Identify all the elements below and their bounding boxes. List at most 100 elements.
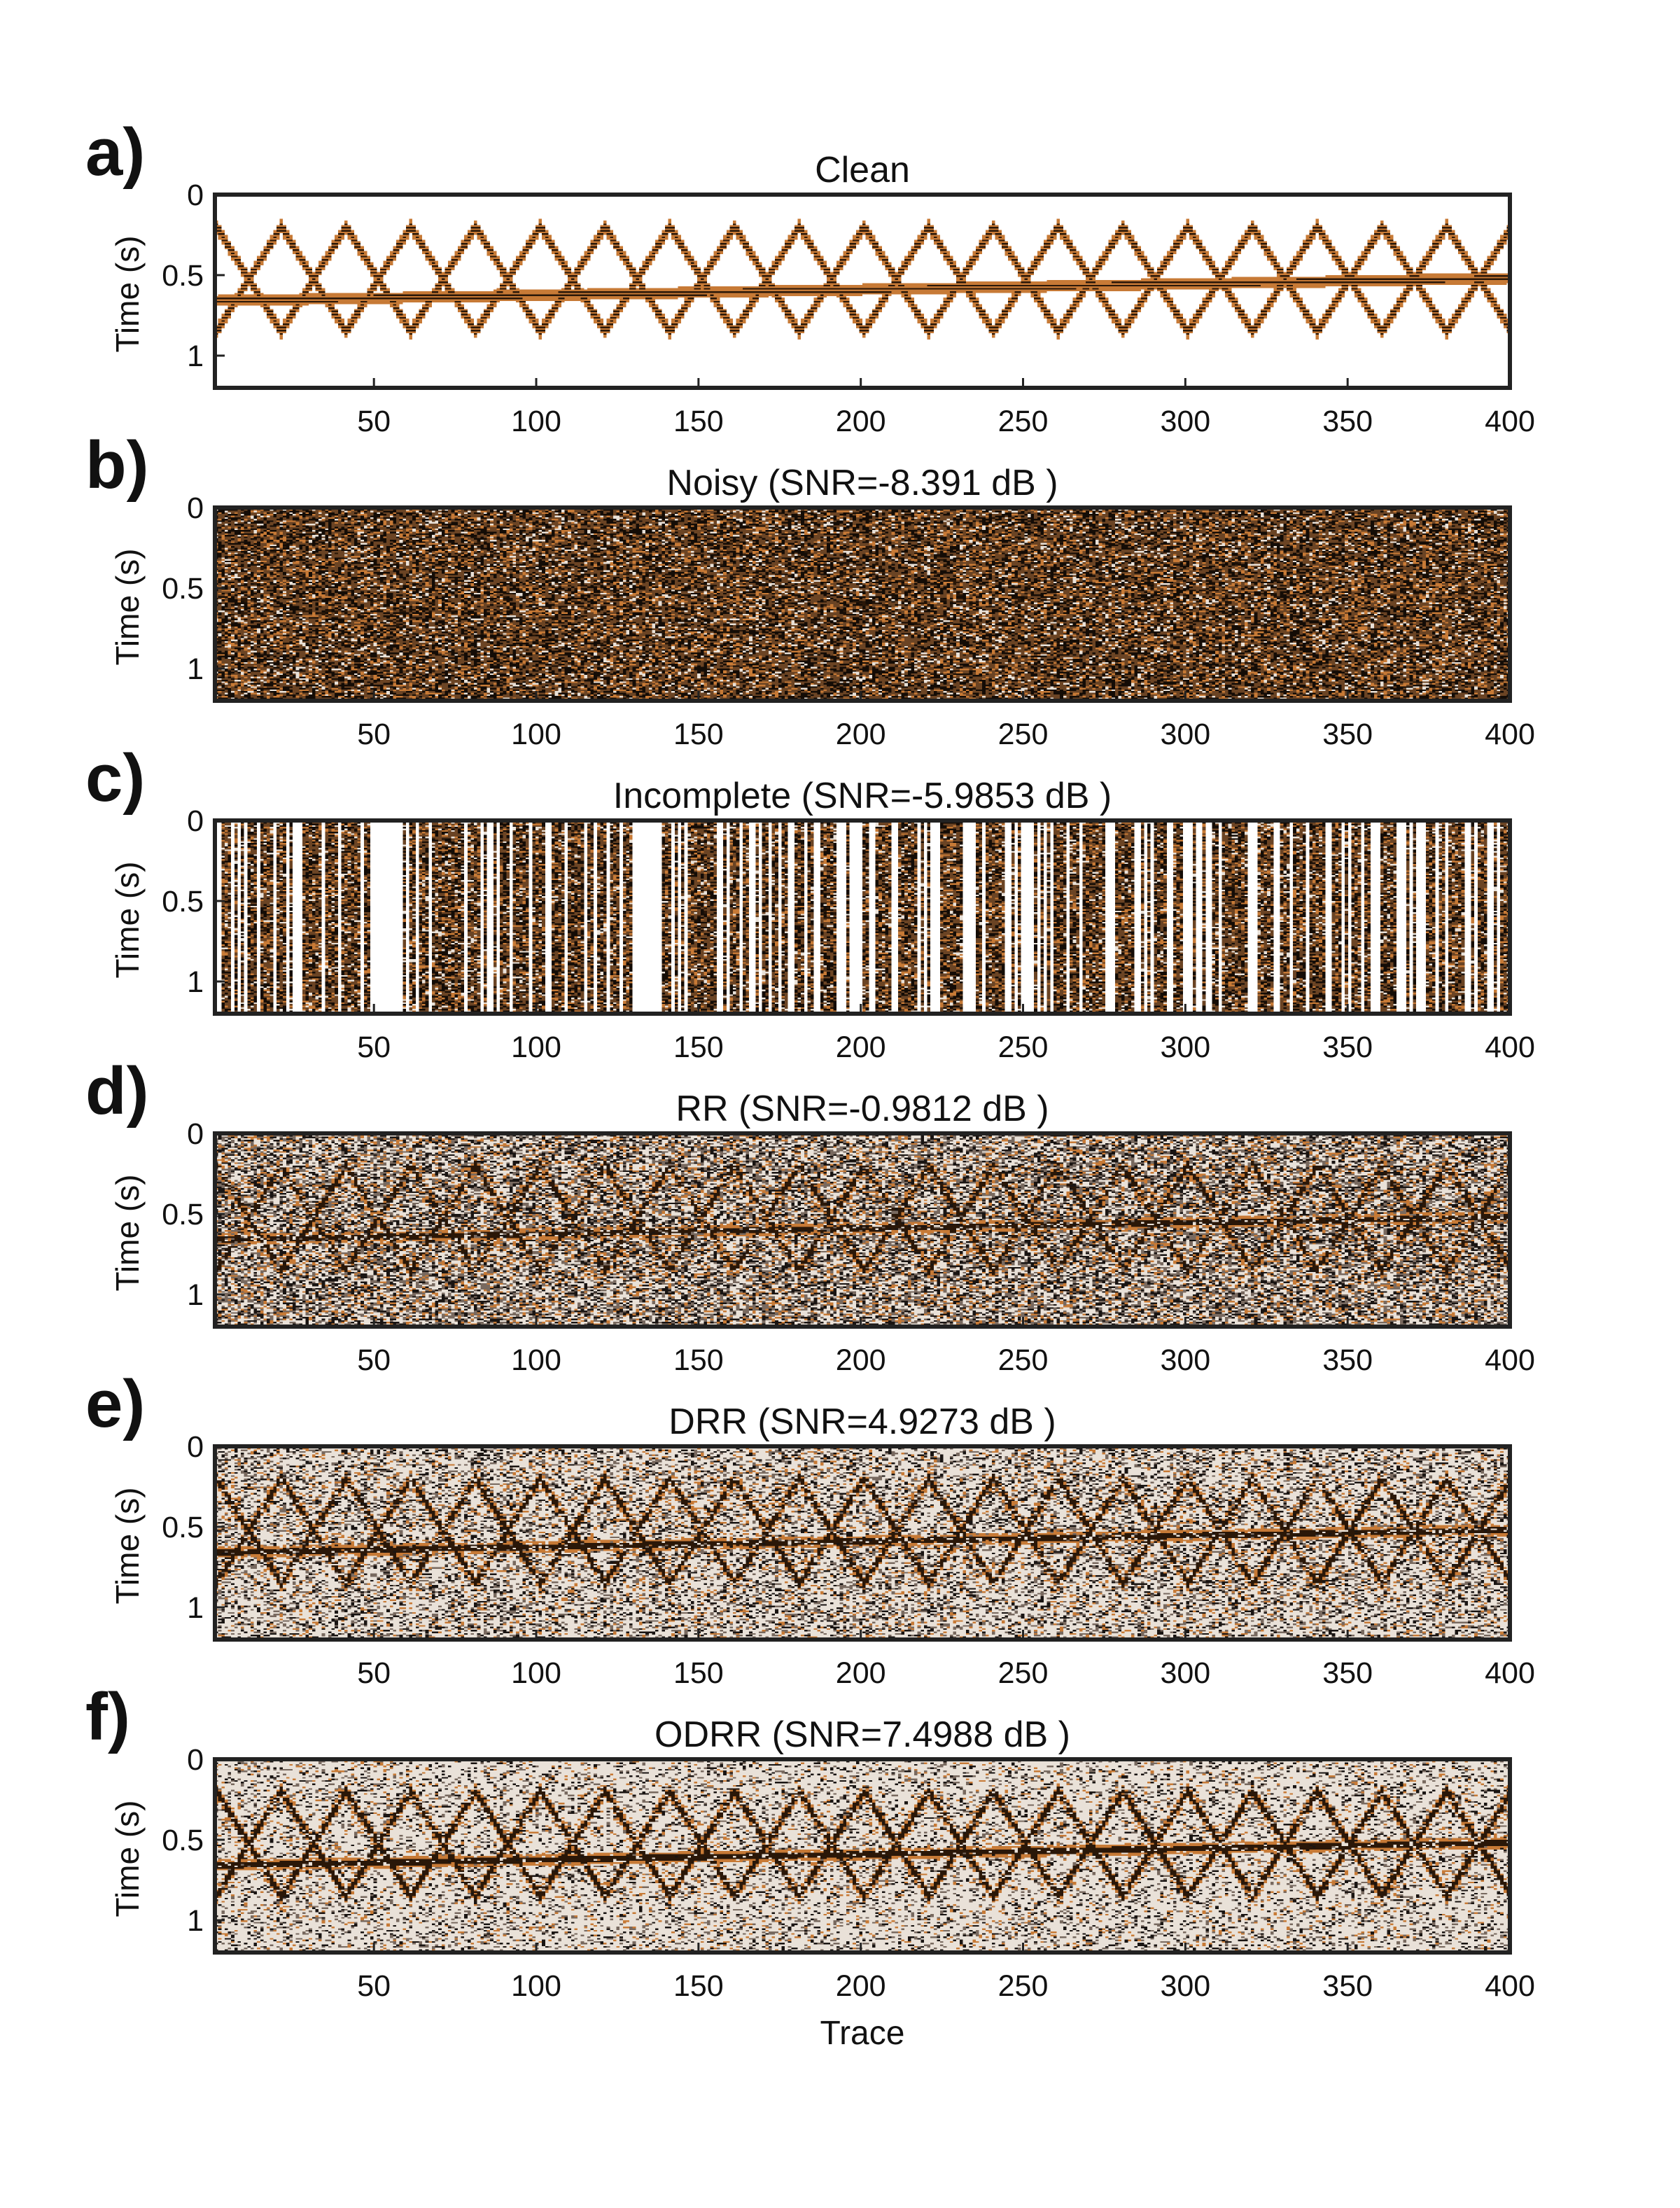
panel-title-c: Incomplete (SNR=-5.9853 dB )	[613, 776, 1112, 816]
x-tick-label: 400	[1485, 1030, 1535, 1064]
x-tick-label: 150	[673, 1030, 724, 1064]
x-tick-label: 200	[836, 1343, 886, 1377]
x-tick-label: 100	[511, 718, 561, 751]
y-axis-label-d: Time (s)	[109, 1175, 146, 1292]
seismic-section-image	[215, 820, 1510, 1014]
y-tick-label: 0	[187, 1430, 204, 1464]
plot-area-f: 50 100 150 200 250 300 350 400 0 0.5 1	[162, 1743, 1535, 2003]
panel-f: f) ODRR (SNR=7.4988 dB ) Time (s) 50 100 1…	[85, 1679, 1535, 2052]
plot-area-e: 50 100 150 200 250 300 350 400 0 0.5 1	[162, 1430, 1535, 1690]
panel-label-f: f)	[85, 1679, 130, 1754]
x-tick-label: 300	[1160, 718, 1210, 751]
x-tick-label: 50	[357, 1030, 391, 1064]
x-tick-label: 100	[511, 1343, 561, 1377]
y-tick-label: 0.5	[162, 1824, 204, 1857]
seismic-section-image	[215, 1759, 1510, 1952]
x-tick-label: 200	[836, 1656, 886, 1690]
seismic-section-image	[215, 1446, 1510, 1640]
x-tick-label: 350	[1322, 1656, 1373, 1690]
y-tick-label: 0	[187, 179, 204, 212]
y-tick-label: 1	[187, 340, 204, 373]
x-tick-label: 150	[673, 405, 724, 438]
x-axis-label: Trace	[820, 2015, 905, 2052]
axes-frame	[213, 505, 1512, 703]
x-tick-label: 350	[1322, 1343, 1373, 1377]
panel-a: a) Clean Time (s) 50 100 150 200 250 300 350 40…	[85, 115, 1535, 438]
x-tick-label: 250	[998, 1656, 1049, 1690]
panel-label-b: b)	[85, 428, 149, 503]
x-tick-label: 400	[1485, 1656, 1535, 1690]
panel-label-e: e)	[85, 1367, 145, 1441]
y-tick-label: 0	[187, 1117, 204, 1151]
x-tick-label: 250	[998, 1343, 1049, 1377]
panel-label-c: c)	[85, 741, 145, 816]
y-tick-label: 1	[187, 965, 204, 999]
x-tick-label: 400	[1485, 1343, 1535, 1377]
x-tick-label: 350	[1322, 1969, 1373, 2003]
panel-e: e) DRR (SNR=4.9273 dB ) Time (s) 50 100 15…	[85, 1367, 1535, 1690]
panel-label-d: d)	[85, 1054, 149, 1129]
x-tick-label: 50	[357, 1656, 391, 1690]
x-tick-label: 150	[673, 1656, 724, 1690]
x-tick-label: 150	[673, 1343, 724, 1377]
x-tick-label: 250	[998, 1030, 1049, 1064]
panel-b: b) Noisy (SNR=-8.391 dB ) Time (s) 50 100…	[85, 428, 1535, 751]
y-tick-label: 0	[187, 491, 204, 525]
x-tick-label: 100	[511, 405, 561, 438]
panel-title-d: RR (SNR=-0.9812 dB )	[676, 1089, 1049, 1129]
x-tick-label: 100	[511, 1656, 561, 1690]
x-tick-label: 150	[673, 1969, 724, 2003]
x-tick-label: 50	[357, 1969, 391, 2003]
x-tick-label: 400	[1485, 405, 1535, 438]
x-tick-label: 200	[836, 1969, 886, 2003]
panel-d: d) RR (SNR=-0.9812 dB ) Time (s) 50 100 15…	[85, 1054, 1535, 1377]
axes-frame	[213, 193, 1512, 390]
x-tick-label: 50	[357, 405, 391, 438]
y-tick-label: 0	[187, 804, 204, 838]
panel-label-a: a)	[85, 115, 145, 190]
y-axis-label-e: Time (s)	[109, 1488, 146, 1605]
x-tick-label: 200	[836, 1030, 886, 1064]
x-tick-label: 50	[357, 1343, 391, 1377]
x-tick-label: 100	[511, 1030, 561, 1064]
x-tick-label: 350	[1322, 718, 1373, 751]
y-axis-label-f: Time (s)	[109, 1801, 146, 1917]
y-tick-label: 1	[187, 1278, 204, 1312]
plot-area-a: 50 100 150 200 250 300 350 400 0 0.5 1	[162, 179, 1535, 438]
x-tick-label: 150	[673, 718, 724, 751]
seismic-section-image	[215, 195, 1510, 388]
plot-area-b: 50 100 150 200 250 300 350 400 0 0.5 1	[162, 491, 1535, 751]
x-tick-label: 200	[836, 718, 886, 751]
x-tick-label: 250	[998, 405, 1049, 438]
panel-title-f: ODRR (SNR=7.4988 dB )	[654, 1714, 1070, 1755]
panel-title-b: Noisy (SNR=-8.391 dB )	[666, 463, 1058, 503]
axes-frame	[213, 1757, 1512, 1955]
x-tick-label: 300	[1160, 405, 1210, 438]
x-tick-label: 200	[836, 405, 886, 438]
x-tick-label: 300	[1160, 1030, 1210, 1064]
y-tick-label: 0.5	[162, 885, 204, 918]
x-tick-label: 400	[1485, 718, 1535, 751]
y-axis-label-c: Time (s)	[109, 862, 146, 979]
plot-area-d: 50 100 150 200 250 300 350 400 0 0.5 1	[162, 1117, 1535, 1377]
y-axis-label-a: Time (s)	[109, 236, 146, 353]
x-tick-label: 400	[1485, 1969, 1535, 2003]
plot-area-c: 50 100 150 200 250 300 350 400 0 0.5 1	[162, 804, 1535, 1064]
panel-title-e: DRR (SNR=4.9273 dB )	[668, 1402, 1056, 1442]
y-axis-label-b: Time (s)	[109, 549, 146, 666]
y-tick-label: 0.5	[162, 259, 204, 293]
axes-frame	[213, 1131, 1512, 1329]
y-tick-label: 0.5	[162, 572, 204, 606]
x-tick-label: 100	[511, 1969, 561, 2003]
x-tick-label: 250	[998, 718, 1049, 751]
panel-c: c) Incomplete (SNR=-5.9853 dB ) Time (s)…	[85, 741, 1535, 1064]
y-tick-label: 1	[187, 1591, 204, 1625]
seismic-section-image	[215, 1133, 1510, 1327]
axes-frame	[213, 818, 1512, 1016]
x-tick-label: 350	[1322, 1030, 1373, 1064]
y-tick-label: 0.5	[162, 1511, 204, 1544]
axes-frame	[213, 1444, 1512, 1642]
x-tick-label: 50	[357, 718, 391, 751]
seismic-section-image	[215, 508, 1510, 701]
